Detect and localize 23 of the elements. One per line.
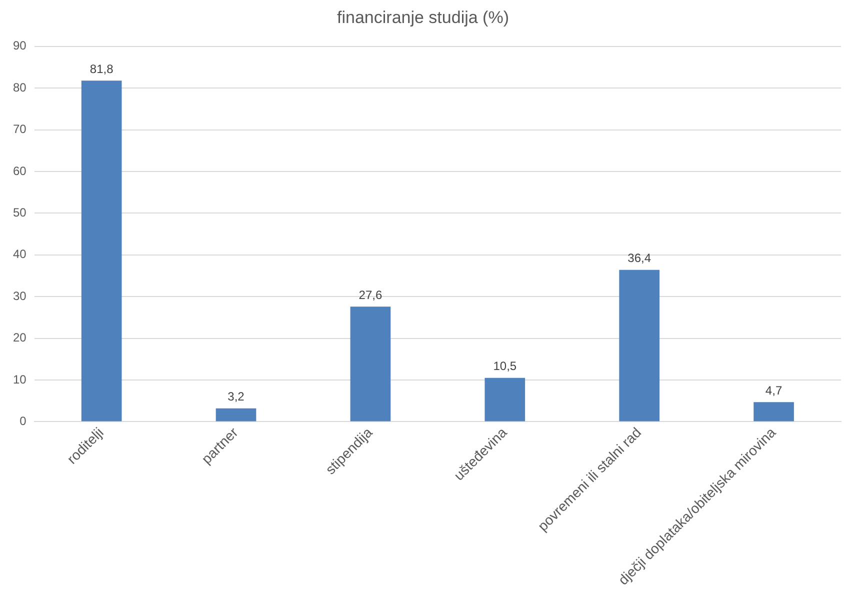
- data-label: 3,2: [228, 390, 245, 404]
- bar: [484, 378, 526, 422]
- bar: [350, 306, 391, 422]
- y-tick-label: 70: [12, 122, 27, 136]
- y-tick-label: 50: [12, 206, 27, 220]
- y-tick-label: 40: [12, 247, 27, 262]
- bar: [619, 270, 660, 422]
- y-tick-label: 30: [12, 288, 27, 303]
- chart-title: financiranje studija (%): [337, 8, 509, 27]
- bar: [754, 402, 794, 422]
- y-tick-label: 90: [12, 38, 27, 53]
- data-label: 10,5: [493, 359, 517, 374]
- data-label: 81,8: [90, 62, 114, 76]
- y-tick-label: 20: [12, 330, 27, 345]
- y-tick-label: 0: [20, 414, 27, 428]
- y-tick-label: 60: [12, 164, 27, 178]
- data-label: 4,7: [765, 383, 782, 398]
- bar: [81, 80, 122, 422]
- y-tick-label: 10: [12, 372, 27, 386]
- y-tick-label: 80: [12, 80, 27, 94]
- data-label: 27,6: [358, 288, 382, 302]
- data-label: 36,4: [628, 251, 652, 266]
- bar: [216, 408, 256, 422]
